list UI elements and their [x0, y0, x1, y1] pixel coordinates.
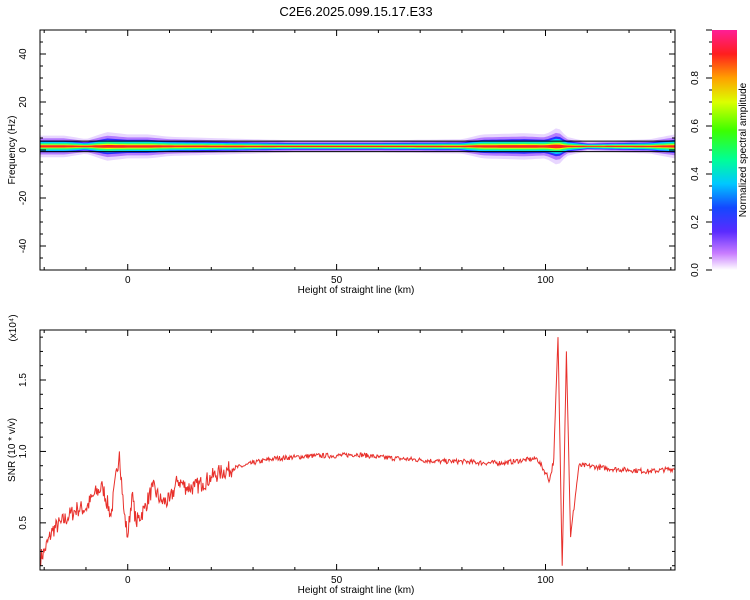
y-tick-label: 1.0: [18, 444, 29, 458]
snr-series: [40, 337, 675, 567]
y-tick-label: 20: [18, 96, 29, 108]
colorbar-tick-label: 0.2: [690, 215, 701, 229]
colorbar-label: Normalized spectral amplitude: [738, 82, 749, 217]
colorbar-tick-label: 0.0: [690, 263, 701, 277]
colorbar-tick-label: 0.6: [690, 119, 701, 133]
snr-line: [40, 337, 675, 567]
y-tick-label: 0.5: [18, 515, 29, 529]
snr-panel: 0 50 100 0.5 1.0 1.5 (x10⁴) Height of straight …: [7, 314, 676, 596]
colorbar-gradient: [712, 30, 737, 270]
x-tick-label: 50: [331, 275, 343, 286]
x-tick-label: 0: [125, 275, 131, 286]
colorbar-tick-label: 0.8: [690, 71, 701, 85]
y-tick-label: -20: [18, 190, 29, 205]
colorbar-tick-label: 0.4: [690, 167, 701, 181]
colorbar: 0.0 0.2 0.4 0.6 0.8 Normalized spectral ampli…: [690, 29, 749, 277]
y-tick-label: 0: [18, 147, 29, 153]
y-axis-label: Frequency (Hz): [7, 116, 18, 185]
y-scale-label: (x10⁴): [8, 314, 19, 341]
figure-title: C2E6.2025.099.15.17.E33: [279, 4, 432, 19]
snr-frame: [39, 329, 676, 571]
x-tick-label: 100: [537, 275, 554, 286]
x-axis-label: Height of straight line (km): [298, 285, 415, 296]
band-layer-red: [40, 144, 675, 149]
y-tick-label: 1.5: [18, 373, 29, 387]
y-tick-label: 40: [18, 48, 29, 60]
x-tick-label: 100: [537, 575, 554, 586]
x-tick-label: 0: [125, 575, 131, 586]
y-tick-label: -40: [18, 238, 29, 253]
x-tick-label: 50: [331, 575, 343, 586]
spectrogram-band: [40, 128, 675, 165]
x-axis-label: Height of straight line (km): [298, 585, 415, 596]
spectrogram-panel: 0 50 100 -40 -20 0 20 40 Height of straight line…: [7, 29, 676, 296]
y-axis-label: SNR (10 * v/v): [7, 418, 18, 482]
